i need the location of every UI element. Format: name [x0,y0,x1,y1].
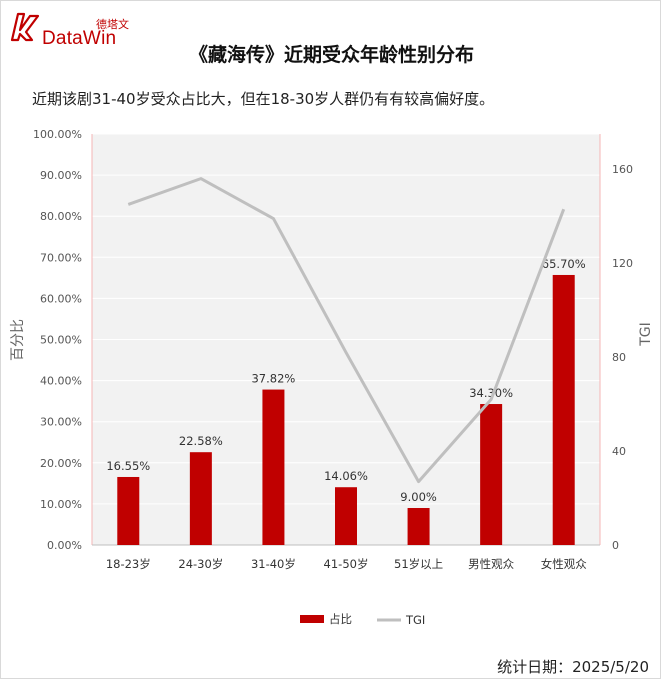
logo-english-text: DataWin [42,28,117,49]
x-axis-category-label: 18-23岁 [106,557,151,571]
left-axis-title: 百分比 [10,319,26,361]
left-axis-tick-label: 90.00% [40,169,82,182]
tgi-series [127,177,566,484]
bar [480,404,503,545]
left-axis-tick-label: 80.00% [40,210,82,223]
x-axis-category-label: 51岁以上 [394,557,443,571]
datawin-logo-mark-icon [10,12,40,42]
bar-data-labels: 16.55% 22.58% 37.82% 14.06% 9.00% 34.30% 65.70… [106,257,585,504]
right-axis-tick-label: 0 [612,539,619,552]
x-axis-categories: 18-23岁 24-30岁 31-40岁 41-50岁 51岁以上 男性观众 女性观众 [106,557,587,571]
x-axis-category-label: 31-40岁 [251,557,296,571]
bar-data-label: 9.00% [400,490,437,504]
tgi-line [127,177,566,484]
bar [189,452,212,545]
bar-data-label: 65.70% [542,257,586,271]
bar-data-label: 16.55% [106,459,150,473]
bar [335,487,357,545]
left-axis-tick-label: 0.00% [47,539,82,552]
logo-chinese-text: 德塔文 [96,18,129,31]
right-axis-tick-label: 160 [612,163,633,176]
right-axis-title: TGI [638,322,654,347]
bar [262,389,285,545]
x-axis-category-label: 男性观众 [468,557,514,571]
right-axis-tick-label: 40 [612,445,626,458]
legend: 占比 TGI [300,612,425,627]
left-axis-tick-label: 100.00% [33,128,82,141]
datawin-logo: 德塔文 DataWin [8,8,138,49]
bar-data-label: 14.06% [324,469,368,483]
left-axis-tick-label: 20.00% [40,457,82,470]
legend-bar-swatch [300,615,324,623]
statistics-date: 统计日期：2025/5/20 [497,658,649,676]
bar-data-label: 37.82% [251,372,295,386]
left-axis-tick-label: 10.00% [40,498,82,511]
bar-data-label: 34.30% [469,386,513,400]
right-axis-tick-label: 120 [612,257,633,270]
bar-data-label: 22.58% [179,434,223,448]
bar [552,274,575,545]
chart-subtitle: 近期该剧31-40岁受众占比大，但在18-30岁人群仍有有较高偏好度。 [32,90,495,108]
bar-series [117,274,575,545]
left-axis-tick-label: 30.00% [40,416,82,429]
left-axis-tick-label: 60.00% [40,292,82,305]
right-axis-tick-label: 80 [612,351,626,364]
bar [117,476,140,545]
right-axis-ticks: 0 40 80 120 160 [612,163,633,552]
x-axis-category-label: 女性观众 [541,557,587,571]
legend-line-label: TGI [405,613,425,627]
left-axis-tick-label: 70.00% [40,251,82,264]
x-axis-category-label: 41-50岁 [324,557,369,571]
left-axis-tick-label: 40.00% [40,375,82,388]
bar [407,508,430,545]
left-axis-tick-label: 50.00% [40,334,82,347]
chart-title: 《藏海传》近期受众年龄性别分布 [188,44,474,66]
left-axis-ticks: 0.00% 10.00% 20.00% 30.00% 40.00% 50.00% 60.00… [33,128,82,552]
legend-bar-label: 占比 [329,612,352,626]
x-axis-category-label: 24-30岁 [178,557,223,571]
